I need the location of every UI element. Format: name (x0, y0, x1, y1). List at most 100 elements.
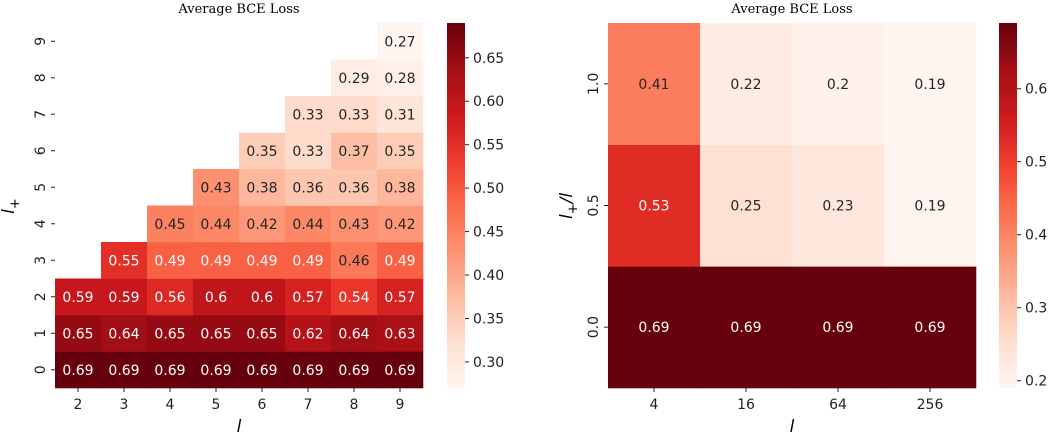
cell-value-label: 0.63 (384, 326, 415, 342)
colorbar-tick-label: 0.45 (473, 225, 504, 241)
cell-value-label: 0.43 (338, 217, 369, 233)
cell-value-label: 0.69 (200, 363, 231, 379)
heatmap-cell (377, 315, 424, 352)
colorbar-tick-label: 0.5 (1025, 155, 1047, 171)
cell-value-label: 0.56 (154, 290, 185, 306)
cell-value-label: 0.38 (384, 180, 415, 196)
cell-value-label: 0.65 (62, 326, 93, 342)
cell-value-label: 0.49 (292, 253, 323, 269)
cell-value-label: 0.45 (154, 217, 185, 233)
heatmap-cell (101, 278, 148, 316)
cell-value-label: 0.59 (62, 290, 93, 306)
x-tick-label: 8 (350, 397, 359, 413)
y-axis-label-left-sub: + (8, 198, 23, 209)
cell-value-label: 0.69 (292, 363, 323, 379)
x-tick-label: 16 (737, 397, 755, 413)
x-tick-label: 4 (650, 397, 659, 413)
cell-value-label: 0.33 (292, 144, 323, 160)
heatmap-cell (331, 205, 378, 243)
heatmap-cell (285, 242, 332, 279)
cell-value-label: 0.69 (246, 363, 277, 379)
colorbar-tick-label: 0.55 (473, 138, 504, 154)
y-ticks-left: 0 1 2 3 4 5 6 7 8 9 (33, 37, 55, 374)
x-tick-label: 256 (917, 397, 944, 413)
y-tick-label: 0.5 (586, 194, 602, 216)
cell-value-label: 0.49 (154, 253, 185, 269)
y-ticks-right: 0.0 0.5 1.0 (586, 73, 608, 338)
y-axis-label-right-main: l (557, 214, 577, 219)
heatmap-cell (792, 144, 885, 267)
cell-value-label: 0.28 (384, 71, 415, 87)
y-axis-label-left: l+ (0, 198, 23, 214)
heatmap-cell (792, 23, 885, 145)
y-tick-label: 0 (33, 365, 49, 374)
cell-value-label: 0.19 (914, 77, 945, 93)
cell-value-label: 0.36 (338, 180, 369, 196)
cell-value-label: 0.64 (108, 326, 139, 342)
colorbar-tick-label: 0.50 (473, 181, 504, 197)
colorbar-tick-label: 0.35 (473, 311, 504, 327)
heatmap-cell (377, 59, 424, 97)
y-tick-label: 6 (33, 146, 49, 155)
y-tick-label: 1.0 (586, 73, 602, 95)
heatmap-cell (239, 315, 286, 352)
y-tick-label: 2 (33, 292, 49, 301)
heatmap-cell (147, 242, 194, 279)
y-axis-label-right-sub: + (566, 203, 581, 214)
heatmap-cell (101, 242, 148, 279)
x-ticks-right: 4 16 64 256 (650, 388, 944, 413)
cell-value-label: 0.25 (730, 199, 761, 215)
y-axis-label-right-rest: /l (557, 193, 577, 206)
cell-value-label: 0.55 (108, 253, 139, 269)
x-axis-label-left: l (237, 417, 242, 437)
y-tick-label: 7 (33, 110, 49, 119)
cell-value-label: 0.49 (384, 253, 415, 269)
cells-left: 0.69 0.69 0.69 0.69 0.69 0.69 0.69 0.69 0.65 0.64… (55, 23, 424, 389)
cell-value-label: 0.2 (827, 77, 849, 93)
heatmap-cell (331, 96, 378, 133)
cell-value-label: 0.36 (292, 180, 323, 196)
colorbar-left (447, 23, 465, 388)
heatmap-cell (285, 132, 332, 170)
cell-value-label: 0.54 (338, 290, 369, 306)
cell-value-label: 0.44 (292, 217, 323, 233)
x-tick-label: 9 (396, 397, 405, 413)
heatmap-cell (239, 242, 286, 279)
heatmap-cell (884, 23, 977, 145)
heatmap-cell (239, 205, 286, 243)
chart-title-left: Average BCE Loss (177, 2, 299, 17)
heatmap-cell (377, 351, 424, 389)
y-tick-label: 0.0 (586, 316, 602, 338)
x-tick-label: 7 (304, 397, 313, 413)
heatmap-cell (193, 315, 240, 352)
heatmap-cell (331, 242, 378, 279)
heatmap-cell (285, 315, 332, 352)
heatmap-cell (608, 23, 701, 145)
cell-value-label: 0.69 (108, 363, 139, 379)
heatmap-cell (101, 315, 148, 352)
heatmap-cell (377, 205, 424, 243)
cell-value-label: 0.49 (200, 253, 231, 269)
cell-value-label: 0.29 (338, 71, 369, 87)
heatmap-cell (331, 278, 378, 316)
y-axis-label-right: l+/l (557, 193, 581, 219)
y-tick-label: 9 (33, 37, 49, 46)
cell-value-label: 0.69 (62, 363, 93, 379)
cell-value-label: 0.69 (914, 320, 945, 336)
cell-value-label: 0.57 (384, 290, 415, 306)
y-tick-label: 4 (33, 219, 49, 228)
cell-value-label: 0.35 (384, 144, 415, 160)
cell-value-label: 0.38 (246, 180, 277, 196)
x-tick-label: 6 (258, 397, 267, 413)
x-tick-label: 5 (212, 397, 221, 413)
cell-value-label: 0.23 (822, 199, 853, 215)
cell-value-label: 0.46 (338, 253, 369, 269)
heatmap-cell (377, 23, 424, 60)
x-tick-label: 64 (829, 397, 847, 413)
cell-value-label: 0.53 (638, 199, 669, 215)
y-axis-label-left-main: l (0, 209, 19, 214)
x-tick-label: 2 (74, 397, 83, 413)
colorbar-tick-label: 0.3 (1025, 301, 1047, 317)
cell-value-label: 0.33 (292, 107, 323, 123)
colorbar-tick-label: 0.4 (1025, 228, 1047, 244)
